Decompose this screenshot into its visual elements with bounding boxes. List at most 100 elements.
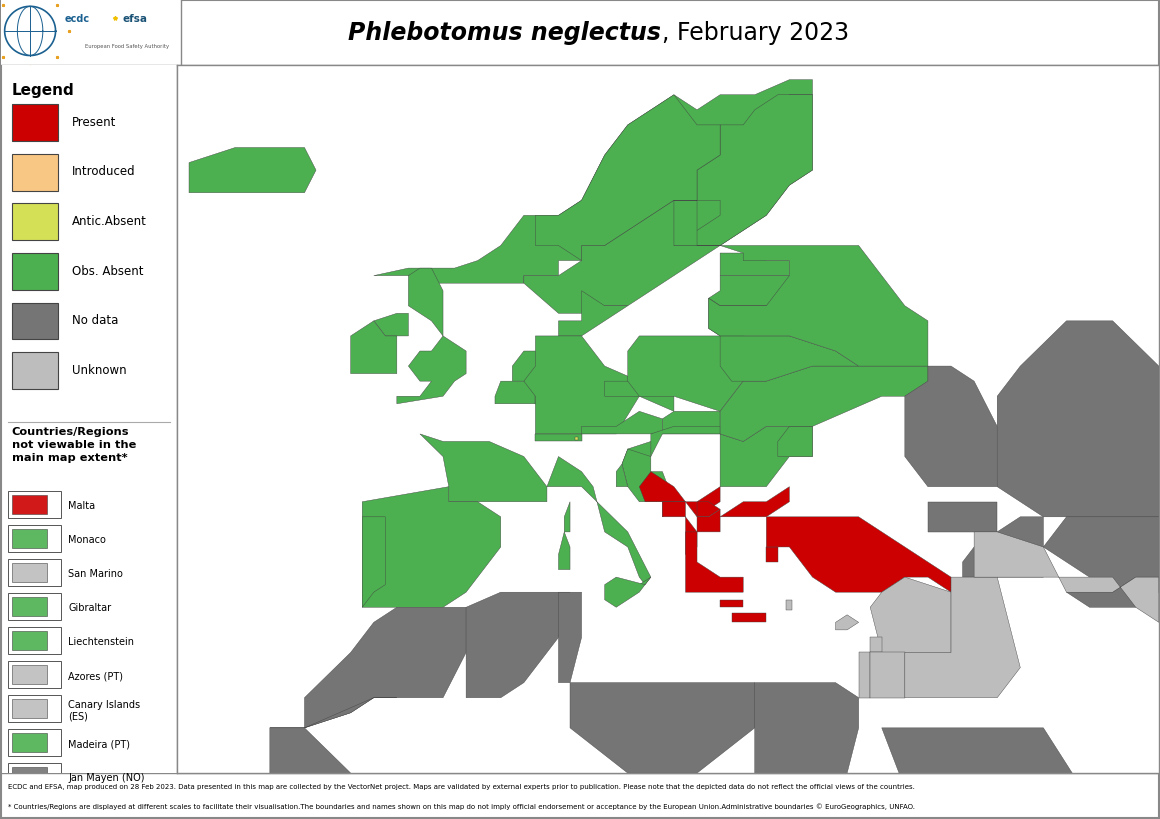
Polygon shape: [928, 502, 998, 532]
Text: No data: No data: [72, 314, 118, 327]
Bar: [12, 666, 48, 684]
Polygon shape: [870, 638, 882, 653]
Bar: [12, 105, 58, 142]
Text: Jan Mayen (NO): Jan Mayen (NO): [68, 772, 145, 782]
Polygon shape: [858, 653, 870, 698]
Text: efsa: efsa: [123, 14, 147, 24]
Polygon shape: [720, 337, 858, 382]
Text: Antic.Absent: Antic.Absent: [72, 215, 146, 228]
Polygon shape: [304, 608, 466, 728]
Text: Unknown: Unknown: [72, 364, 126, 376]
Polygon shape: [905, 577, 1021, 698]
Bar: [12, 495, 48, 514]
Text: Malta: Malta: [68, 500, 95, 511]
Bar: [8, 594, 61, 620]
Bar: [12, 631, 48, 650]
Bar: [12, 734, 48, 752]
Polygon shape: [639, 472, 686, 502]
Polygon shape: [495, 382, 536, 405]
Polygon shape: [564, 502, 570, 532]
Bar: [8, 627, 61, 654]
Polygon shape: [513, 351, 546, 382]
Polygon shape: [674, 96, 812, 247]
Polygon shape: [558, 592, 581, 683]
Bar: [1, 1, 181, 66]
Polygon shape: [536, 434, 581, 442]
Polygon shape: [662, 502, 686, 517]
Polygon shape: [662, 412, 720, 434]
Polygon shape: [362, 517, 385, 608]
Text: Present: Present: [72, 115, 116, 129]
Polygon shape: [270, 728, 397, 819]
Text: Gibraltar: Gibraltar: [68, 603, 111, 613]
Polygon shape: [466, 592, 570, 698]
Bar: [8, 763, 61, 790]
Polygon shape: [720, 254, 790, 276]
Bar: [12, 254, 58, 291]
Bar: [8, 695, 61, 722]
Polygon shape: [604, 577, 645, 608]
Text: ECDC and EFSA, map produced on 28 Feb 2023. Data presented in this map are colle: ECDC and EFSA, map produced on 28 Feb 20…: [8, 783, 915, 789]
Polygon shape: [720, 487, 790, 517]
Polygon shape: [374, 314, 408, 337]
Polygon shape: [870, 577, 951, 653]
Bar: [12, 598, 48, 616]
Polygon shape: [686, 532, 744, 592]
Polygon shape: [755, 683, 858, 818]
Polygon shape: [570, 683, 755, 773]
Polygon shape: [720, 427, 812, 487]
Bar: [12, 767, 48, 786]
Polygon shape: [686, 487, 720, 517]
Polygon shape: [270, 698, 397, 728]
Polygon shape: [651, 427, 720, 457]
Polygon shape: [697, 509, 720, 532]
Text: Liechtenstein: Liechtenstein: [68, 636, 135, 646]
Text: Obs. Absent: Obs. Absent: [72, 265, 143, 277]
Bar: [8, 559, 61, 586]
Bar: [8, 491, 61, 518]
Polygon shape: [974, 532, 1159, 622]
Text: Countries/Regions
not viewable in the
main map extent*: Countries/Regions not viewable in the ma…: [12, 427, 136, 462]
Text: Legend: Legend: [12, 84, 74, 98]
Polygon shape: [581, 412, 662, 434]
Polygon shape: [558, 532, 570, 570]
Text: * Countries/Regions are displayed at different scales to facilitate their visual: * Countries/Regions are displayed at dif…: [8, 803, 915, 809]
Text: ecdc: ecdc: [65, 14, 90, 24]
Polygon shape: [963, 532, 998, 577]
Polygon shape: [662, 502, 697, 554]
Polygon shape: [998, 322, 1159, 517]
Text: Phlebotomus neglectus: Phlebotomus neglectus: [348, 21, 661, 45]
Polygon shape: [697, 502, 720, 517]
Polygon shape: [1066, 577, 1159, 608]
Polygon shape: [604, 382, 674, 412]
Polygon shape: [709, 276, 790, 306]
Polygon shape: [610, 577, 651, 592]
Text: European Food Safety Authority: European Food Safety Authority: [85, 43, 168, 48]
Polygon shape: [374, 80, 812, 284]
Polygon shape: [536, 396, 542, 405]
Bar: [8, 661, 61, 688]
Polygon shape: [420, 434, 546, 502]
Polygon shape: [870, 653, 905, 698]
Polygon shape: [628, 337, 744, 412]
Polygon shape: [616, 464, 628, 487]
Polygon shape: [720, 600, 744, 608]
Polygon shape: [536, 96, 928, 367]
Polygon shape: [362, 487, 501, 608]
Bar: [12, 699, 48, 718]
Polygon shape: [546, 457, 651, 585]
Bar: [12, 563, 48, 582]
Polygon shape: [767, 517, 951, 592]
Polygon shape: [709, 299, 767, 337]
Polygon shape: [397, 269, 466, 405]
Bar: [12, 155, 58, 192]
Polygon shape: [835, 615, 858, 630]
Bar: [12, 353, 58, 390]
Polygon shape: [622, 442, 651, 464]
Text: Azores (PT): Azores (PT): [68, 671, 123, 681]
Bar: [8, 729, 61, 756]
Polygon shape: [778, 427, 812, 457]
Bar: [12, 204, 58, 241]
Polygon shape: [786, 600, 791, 610]
Text: , February 2023: , February 2023: [662, 21, 849, 45]
